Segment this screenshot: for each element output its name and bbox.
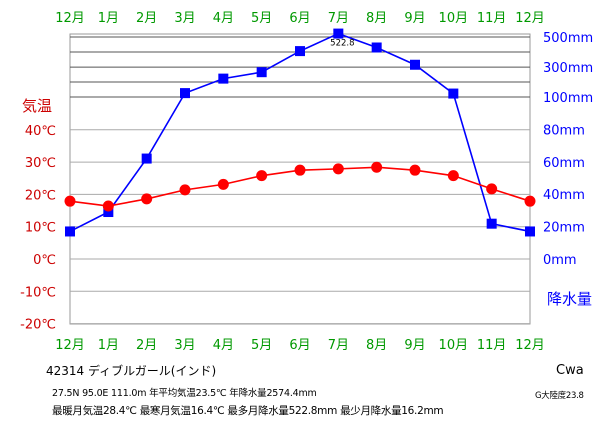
month-label-top: 8月	[366, 11, 387, 26]
station-info-line1: 27.5N 95.0E 111.0m 年平均気温23.5℃ 年降水量2574.4…	[52, 388, 317, 399]
station-name: 42314 ディブルガール(インド)	[46, 364, 217, 378]
continentality-index: G大陸度23.8	[535, 391, 584, 401]
month-label-bottom: 3月	[174, 338, 195, 353]
month-label-bottom: 9月	[404, 338, 425, 353]
month-label-bottom: 2月	[136, 338, 157, 353]
month-label-bottom: 6月	[289, 338, 310, 353]
precip-point	[218, 73, 229, 84]
month-label-top: 4月	[213, 11, 234, 26]
temp-point	[371, 161, 383, 173]
temp-point	[217, 178, 229, 190]
month-label-top: 3月	[174, 11, 195, 26]
temp-point	[332, 163, 344, 175]
precip-tick-label: 40mm	[543, 188, 585, 203]
temp-tick-label: 40℃	[25, 124, 56, 139]
precip-point	[448, 88, 459, 99]
precip-point	[410, 59, 420, 70]
precip-point	[371, 42, 382, 53]
month-label-bottom: 8月	[366, 338, 387, 353]
month-label-top: 7月	[328, 11, 349, 26]
climate-code: Cwa	[556, 363, 584, 378]
precip-tick-label: 500mm	[543, 31, 593, 46]
precip-tick-label: 80mm	[543, 123, 585, 138]
precip-axis-label: 降水量	[547, 290, 592, 308]
month-label-bottom: 4月	[213, 338, 234, 353]
temp-point	[524, 195, 536, 207]
month-label-bottom: 10月	[439, 338, 469, 353]
month-label-top: 2月	[136, 11, 157, 26]
month-label-bottom: 12月	[515, 338, 545, 353]
precip-series-line	[69, 32, 531, 233]
precip-point	[141, 153, 152, 164]
month-label-bottom: 12月	[55, 338, 85, 353]
month-label-bottom: 1月	[98, 338, 119, 353]
temp-point	[102, 200, 114, 212]
month-label-bottom: 5月	[251, 338, 272, 353]
temp-axis-label: 気温	[22, 97, 52, 115]
temp-point	[179, 184, 191, 196]
precip-point	[103, 207, 114, 218]
precip-point	[333, 28, 344, 39]
precip-tick-label: 100mm	[543, 91, 593, 106]
temp-point	[141, 193, 153, 205]
month-label-bottom: 7月	[328, 338, 349, 353]
temp-point	[486, 183, 498, 195]
temp-point	[447, 170, 459, 182]
temp-tick-label: 0℃	[33, 253, 56, 268]
precip-peak-label: 522.8	[330, 39, 354, 49]
precip-point	[180, 88, 190, 99]
temp-point	[256, 170, 268, 182]
precip-tick-label: 20mm	[543, 221, 585, 236]
temp-tick-label: 20℃	[25, 188, 56, 203]
temp-tick-label: -20℃	[20, 318, 56, 333]
month-label-top: 5月	[251, 11, 272, 26]
month-label-top: 11月	[477, 11, 507, 26]
month-label-top: 12月	[515, 11, 545, 26]
temp-point	[64, 195, 76, 207]
month-label-top: 9月	[404, 11, 425, 26]
precip-tick-label: 300mm	[543, 61, 593, 76]
month-label-top: 1月	[98, 11, 119, 26]
precip-point	[525, 226, 535, 237]
temp-tick-label: -10℃	[20, 285, 56, 300]
month-label-top: 12月	[55, 11, 85, 26]
temp-tick-label: 10℃	[25, 221, 56, 236]
precip-tick-label: 0mm	[543, 253, 577, 268]
temp-point	[409, 164, 421, 176]
temp-tick-label: 30℃	[25, 156, 56, 171]
month-label-top: 6月	[289, 11, 310, 26]
precip-point	[65, 226, 75, 237]
precip-point	[486, 218, 497, 229]
month-label-bottom: 11月	[477, 338, 507, 353]
precip-point	[295, 46, 305, 57]
precip-tick-label: 60mm	[543, 156, 585, 171]
station-info-line2: 最暖月気温28.4℃ 最寒月気温16.4℃ 最多月降水量522.8mm 最少月降…	[52, 405, 444, 417]
temp-point	[294, 164, 306, 176]
month-label-top: 10月	[439, 11, 469, 26]
precip-point	[256, 67, 267, 78]
